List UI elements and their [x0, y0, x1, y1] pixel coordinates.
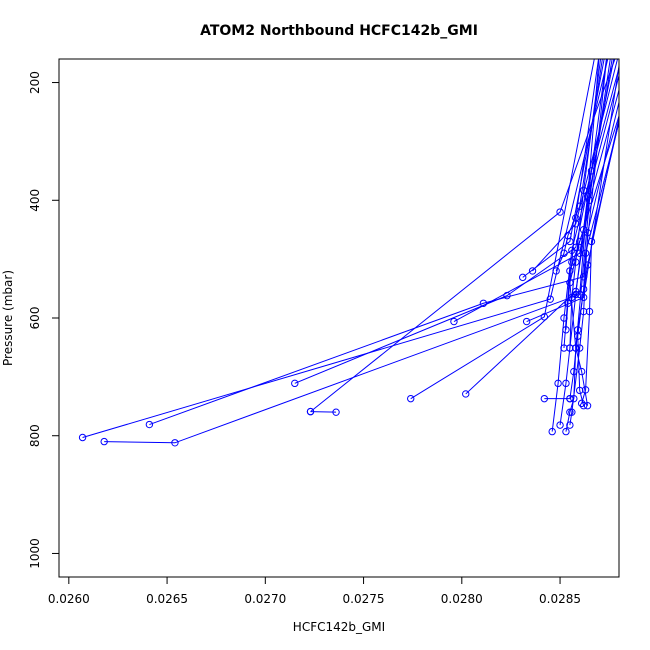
y-axis: 200 400 600 800 1000 — [28, 71, 60, 569]
data-point-9-1 — [450, 317, 458, 326]
y-tick-label-1: 200 — [28, 71, 42, 94]
data-point-15-1 — [556, 421, 564, 429]
data-point-20-2 — [576, 386, 584, 395]
series-line-5 — [310, 411, 337, 413]
series-line-19 — [581, 119, 619, 404]
data-point-13-1 — [540, 394, 549, 403]
y-axis-label: Pressure (mbar) — [1, 270, 15, 366]
series-line-14 — [551, 65, 619, 432]
data-point-14-1 — [548, 427, 556, 436]
data-point-16-2 — [566, 408, 574, 416]
series-line-7 — [410, 59, 595, 400]
data-point-2-1 — [100, 437, 108, 446]
series-line-21 — [569, 114, 619, 406]
x-tick-label-6: 0.0285 — [539, 592, 581, 606]
data-point-3-1 — [145, 420, 154, 429]
data-point-11-1 — [528, 267, 537, 275]
series-line-23 — [555, 59, 603, 272]
data-point-19-3 — [585, 307, 594, 316]
data-point-23-4 — [576, 202, 584, 210]
data-point-23-3 — [564, 231, 572, 240]
data-point-20-1 — [579, 402, 588, 410]
data-point-24-2 — [568, 293, 576, 302]
data-point-10-1 — [519, 273, 527, 282]
plot-series — [78, 59, 619, 447]
data-point-14-4 — [568, 246, 576, 255]
data-point-16-1 — [562, 427, 570, 436]
x-tick-label-4: 0.0275 — [343, 592, 385, 606]
x-tick-label-3: 0.0270 — [244, 592, 286, 606]
data-point-17-2 — [568, 408, 576, 416]
data-point-17-1 — [566, 421, 574, 429]
series-line-17 — [569, 99, 619, 426]
data-point-25-2 — [566, 267, 574, 275]
data-point-1-1 — [78, 433, 87, 442]
series-line-6 — [310, 59, 616, 412]
data-point-18-1 — [566, 394, 574, 403]
data-point-18-2 — [570, 367, 578, 376]
data-point-20-4 — [579, 285, 588, 293]
data-point-21-2 — [577, 367, 586, 376]
data-point-25-1 — [560, 344, 568, 352]
series-line-11 — [532, 59, 619, 272]
data-point-24-4 — [579, 186, 588, 194]
data-point-12-1 — [522, 317, 531, 326]
y-tick-label-4: 800 — [28, 424, 42, 447]
data-point-14-2 — [554, 379, 562, 388]
data-point-2-2 — [171, 439, 179, 447]
series-line-12 — [526, 62, 619, 322]
x-axis-label: HCFC142b_GMI — [293, 620, 385, 634]
series-line-24 — [569, 59, 602, 349]
data-point-4-1 — [291, 379, 299, 388]
data-point-6-1 — [306, 407, 315, 416]
data-point-5-2 — [332, 408, 340, 416]
data-point-23-2 — [560, 249, 568, 257]
data-point-8-1 — [462, 390, 470, 398]
x-tick-label-2: 0.0265 — [146, 592, 188, 606]
chart-title: ATOM2 Northbound HCFC142b_GMI — [200, 23, 478, 39]
x-tick-label-5: 0.0280 — [441, 592, 483, 606]
data-point-21-3 — [572, 344, 580, 352]
series-line-22 — [565, 59, 600, 330]
data-point-21-1 — [583, 402, 592, 410]
data-point-21-5 — [576, 237, 584, 246]
data-point-23-1 — [552, 267, 560, 275]
y-tick-label-3: 600 — [28, 307, 42, 330]
data-point-1-2 — [546, 295, 554, 303]
y-tick-label-2: 400 — [28, 189, 42, 212]
x-tick-label-1: 0.0260 — [48, 592, 90, 606]
series-line-20 — [577, 120, 619, 406]
series-line-15 — [559, 73, 619, 426]
data-point-15-2 — [562, 379, 570, 388]
data-point-25-3 — [579, 226, 588, 234]
series-line-25 — [563, 59, 607, 349]
x-axis: 0.0260 0.0265 0.0270 0.0275 0.0280 0.0285 — [48, 576, 581, 606]
y-tick-label-5: 1000 — [28, 538, 42, 569]
data-point-20-5 — [581, 249, 590, 257]
data-point-7-1 — [407, 394, 415, 403]
data-point-6-2 — [556, 208, 564, 216]
